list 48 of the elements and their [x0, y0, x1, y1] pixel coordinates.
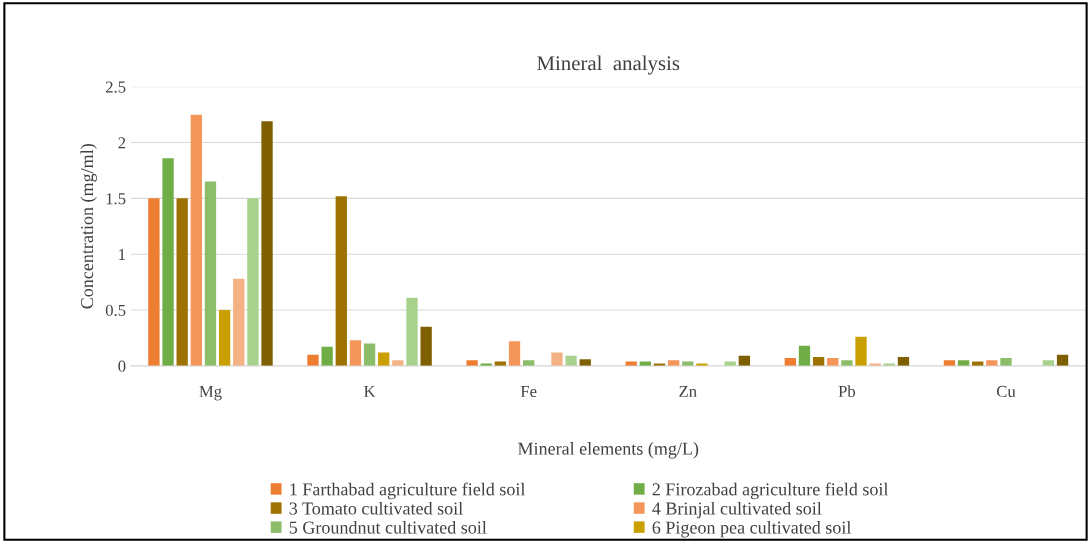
legend-label: 5 Groundnut cultivated soil: [289, 520, 487, 534]
bar: [349, 340, 362, 366]
bar: [247, 198, 259, 366]
legend-label: 6 Pigeon pea cultivated soil: [652, 520, 852, 538]
x-tick-label: K: [364, 385, 376, 397]
x-tick-label: Fe: [520, 385, 537, 398]
y-tick-label: 0: [118, 360, 126, 372]
bar: [378, 352, 390, 366]
chart-title: Mineral analysis: [537, 55, 680, 75]
x-tick-label: Zn: [679, 385, 697, 397]
y-tick-label: 1.5: [106, 193, 126, 205]
bar: [406, 297, 418, 366]
legend-label: 1 Farthabad agriculture field soil: [290, 482, 526, 500]
x-tick-label: Cu: [996, 385, 1016, 398]
bar: [307, 354, 319, 366]
bar: [986, 360, 998, 366]
bar: [233, 278, 245, 366]
bar: [176, 198, 188, 366]
bar: [321, 346, 333, 366]
bar: [363, 343, 376, 366]
y-tick-label: 2.5: [105, 81, 126, 93]
bar: [392, 360, 404, 366]
legend-label: 2 Firozabad agriculture field soil: [652, 482, 889, 500]
bar: [466, 360, 478, 366]
bar: [551, 352, 563, 366]
bar: [148, 198, 160, 366]
legend-label: 4 Brinjal cultivated soil: [652, 501, 822, 519]
y-tick-label: 2: [118, 137, 126, 149]
y-tick-label: 0.5: [105, 304, 126, 317]
bar: [204, 181, 217, 366]
bar: [565, 355, 577, 366]
x-axis-title: Mineral elements (mg/L): [518, 442, 699, 459]
bar: [855, 336, 867, 366]
bar: [1000, 358, 1012, 366]
bar: [798, 345, 811, 366]
bar: [420, 326, 432, 366]
x-tick-label: Mg: [199, 385, 222, 401]
bar: [218, 310, 231, 366]
bar: [190, 114, 202, 366]
legend-label: 3 Tomato cultivated soil: [289, 501, 463, 515]
bar: [261, 121, 273, 366]
y-axis-title: Concentration (mg/ml): [80, 144, 97, 309]
bar: [841, 360, 853, 366]
x-tick-label: Pb: [838, 385, 856, 398]
y-tick-label: 1: [119, 248, 126, 260]
bar: [508, 341, 521, 366]
bar: [335, 196, 347, 366]
bar: [162, 158, 174, 366]
